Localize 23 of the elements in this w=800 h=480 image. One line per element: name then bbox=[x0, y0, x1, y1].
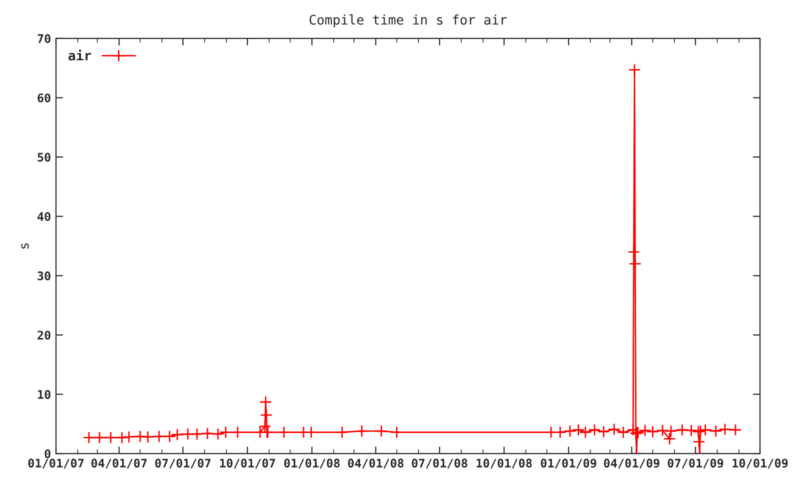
y-tick-label: 10 bbox=[38, 390, 50, 399]
y-tick-label: 0 bbox=[44, 449, 50, 458]
y-tick-label: 70 bbox=[38, 34, 50, 44]
x-tick-label: 10/01/08 bbox=[476, 458, 532, 469]
x-tick-label: 04/01/07 bbox=[91, 458, 147, 469]
x-tick-label: 01/01/08 bbox=[284, 458, 340, 469]
x-tick-label: 10/01/09 bbox=[732, 458, 788, 469]
y-tick-label: 50 bbox=[38, 152, 50, 162]
y-tick-label: 20 bbox=[38, 330, 50, 340]
x-tick-label: 10/01/07 bbox=[220, 458, 275, 469]
y-tick-label: 60 bbox=[38, 93, 50, 102]
y-tick-label: 40 bbox=[38, 212, 50, 221]
x-tick-label: 04/01/09 bbox=[604, 458, 660, 469]
x-tick-label: 01/01/07 bbox=[28, 458, 84, 469]
chart-title: Compile time in s for air bbox=[310, 14, 507, 28]
x-tick-label: 07/01/08 bbox=[412, 458, 468, 469]
x-tick-label: 04/01/08 bbox=[348, 458, 404, 469]
y-tick-label: 30 bbox=[38, 271, 50, 280]
x-tick-label: 07/01/07 bbox=[155, 458, 210, 469]
x-tick-label: 01/01/09 bbox=[540, 458, 596, 469]
x-tick-label: 07/01/09 bbox=[668, 458, 724, 469]
legend-label: air bbox=[68, 50, 92, 60]
y-axis-title: s bbox=[21, 243, 29, 249]
